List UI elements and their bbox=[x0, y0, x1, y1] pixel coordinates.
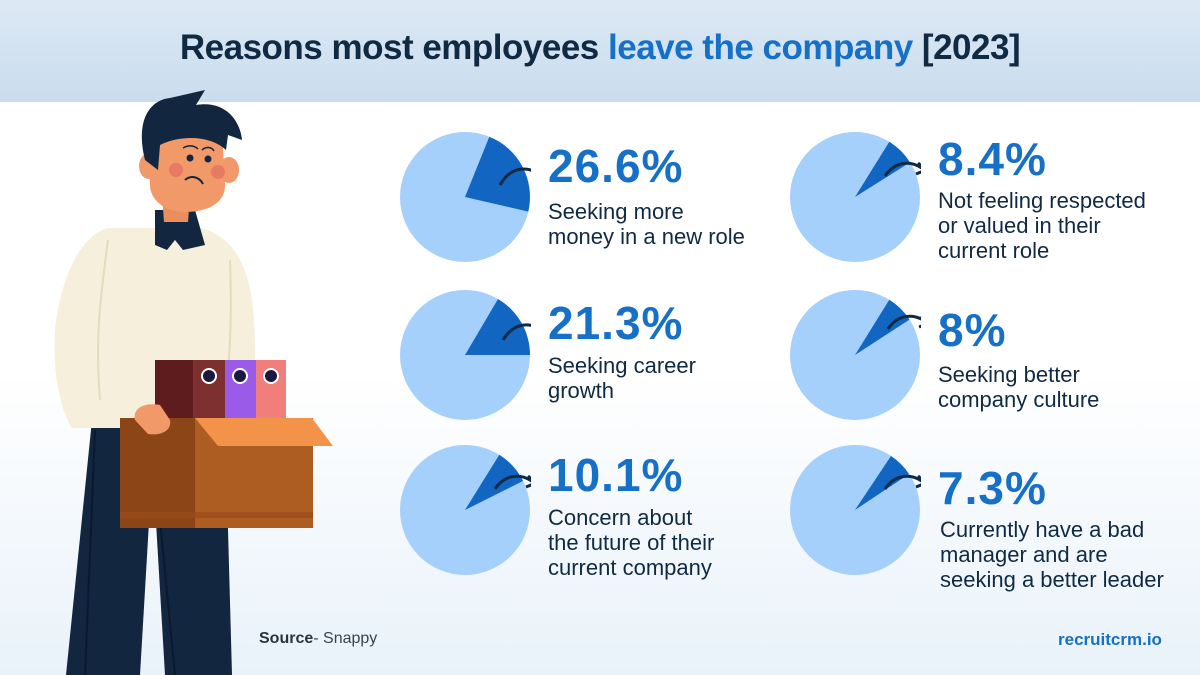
stat-description: Currently have a bad manager and are see… bbox=[940, 517, 1164, 592]
stat-value: 21.3% bbox=[548, 297, 684, 349]
pie-chart-icon bbox=[400, 132, 531, 262]
stat-value: 10.1% bbox=[548, 449, 684, 501]
title-accent-text: leave the company bbox=[608, 28, 913, 67]
source-label: Source bbox=[259, 630, 314, 647]
header-band bbox=[0, 0, 1200, 102]
pie-chart-icon bbox=[400, 445, 531, 575]
stat-description: Not feeling respected or valued in their… bbox=[938, 188, 1146, 263]
brand-link[interactable]: recruitcrm.io bbox=[1058, 630, 1162, 649]
stat-value: 26.6% bbox=[548, 140, 684, 192]
title-year: [2023] bbox=[912, 28, 1021, 67]
pie-chart-icon bbox=[790, 132, 921, 262]
source-credit: Source- Snappy bbox=[259, 630, 377, 648]
pie-chart-icon bbox=[790, 290, 921, 420]
stat-value: 7.3% bbox=[938, 462, 1047, 514]
stat-description: Concern about the future of their curren… bbox=[548, 505, 715, 580]
source-value: - Snappy bbox=[313, 630, 378, 647]
pie-chart-icon bbox=[400, 290, 531, 420]
pie-chart-icon bbox=[790, 445, 921, 575]
employee-illustration bbox=[54, 90, 333, 675]
stat-value: 8% bbox=[938, 304, 1007, 356]
stat-description: Seeking career growth bbox=[548, 353, 696, 403]
stat-description: Seeking more money in a new role bbox=[548, 199, 745, 249]
page-title: Reasons most employees leave the company… bbox=[0, 28, 1200, 68]
stat-description: Seeking better company culture bbox=[938, 362, 1100, 412]
stat-value: 8.4% bbox=[938, 133, 1047, 185]
title-text: Reasons most employees bbox=[179, 28, 608, 67]
